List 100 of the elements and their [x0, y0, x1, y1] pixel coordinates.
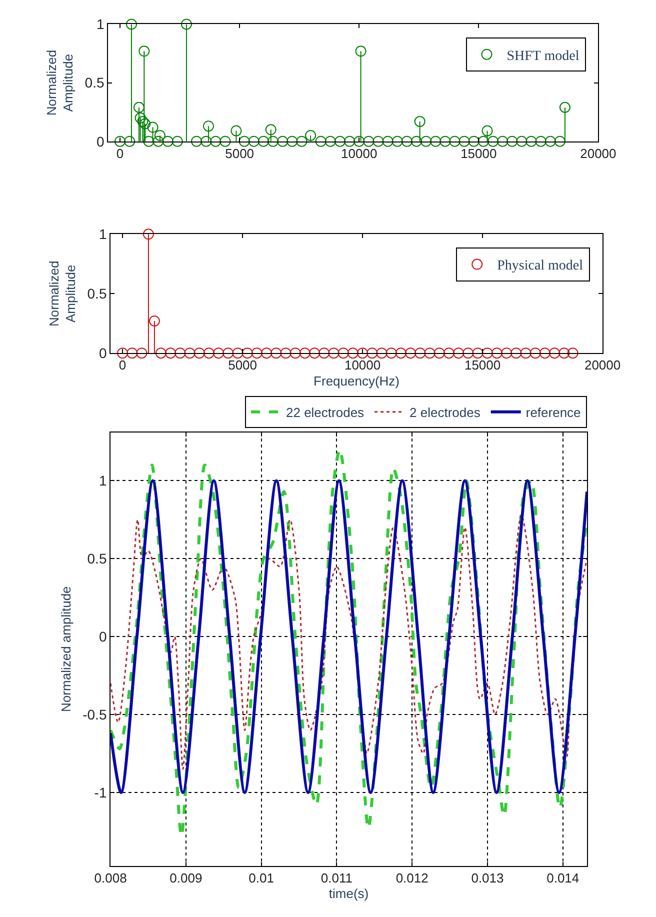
y-tick-label: -0.5: [82, 706, 107, 722]
point: [309, 348, 320, 359]
point: [424, 348, 436, 359]
y-tick-label: 0.5: [87, 550, 107, 567]
point: [238, 136, 250, 147]
point: [162, 136, 174, 147]
point: [526, 136, 537, 147]
point: [420, 136, 432, 147]
point: [152, 136, 164, 147]
point: [315, 136, 326, 147]
point: [200, 136, 212, 147]
point: [535, 136, 546, 147]
point: [230, 125, 242, 136]
point: [126, 18, 137, 30]
point: [392, 136, 403, 147]
point: [268, 136, 279, 147]
point: [194, 348, 205, 359]
point: [203, 348, 214, 359]
point: [530, 348, 541, 359]
point: [478, 136, 489, 147]
point: [482, 125, 493, 136]
point: [334, 136, 346, 147]
point: [324, 136, 336, 147]
point: [354, 136, 365, 147]
point: [305, 130, 316, 141]
point: [491, 348, 502, 359]
point: [497, 136, 508, 147]
point: [143, 136, 154, 147]
point: [558, 348, 570, 359]
point: [286, 136, 298, 147]
point: [468, 136, 480, 147]
point: [382, 136, 394, 147]
point: [386, 348, 397, 359]
point: [549, 348, 560, 359]
point: [318, 348, 330, 359]
y-tick-label: 0: [98, 344, 107, 361]
point: [299, 348, 310, 359]
point: [440, 136, 451, 147]
point: [510, 348, 522, 359]
point: [172, 136, 183, 147]
point: [506, 136, 518, 147]
point: [134, 102, 144, 113]
point: [210, 136, 222, 147]
point: [355, 46, 366, 57]
point: [372, 136, 384, 147]
line-series: [110, 479, 587, 794]
point: [430, 136, 442, 147]
legend-label: Physical model: [497, 258, 584, 274]
point: [142, 228, 154, 240]
point: [401, 136, 412, 147]
point: [539, 348, 550, 359]
point: [501, 348, 512, 359]
x-tick-label: 15000: [464, 358, 501, 373]
x-tick-label: 10000: [344, 358, 381, 373]
point: [363, 136, 374, 147]
point: [462, 348, 474, 359]
x-tick-label: 0: [118, 358, 126, 373]
point: [357, 348, 368, 359]
x-tick-label: 0.009: [170, 870, 202, 886]
x-tick-label: 0.012: [396, 870, 428, 886]
y-axis-title: Normalized amplitude: [58, 586, 74, 712]
x-tick-label: 0.008: [94, 870, 127, 886]
point: [414, 348, 426, 359]
point: [191, 136, 202, 147]
x-tick-label: 0.013: [471, 870, 504, 886]
point: [147, 122, 158, 133]
point: [220, 136, 231, 147]
y-tick-label: 0: [96, 133, 104, 150]
line-series: [110, 514, 587, 770]
y-tick-label: 0: [98, 628, 107, 644]
point: [482, 348, 493, 359]
y-tick-label: -1: [94, 784, 107, 800]
point: [344, 136, 356, 147]
legend-label: 22 electrodes: [286, 404, 365, 420]
point: [338, 348, 349, 359]
y-tick-label: 1: [96, 16, 104, 32]
point: [277, 136, 288, 147]
x-tick-label: 0: [116, 146, 124, 161]
point: [453, 348, 464, 359]
legend-label: 2 electrodes: [410, 404, 481, 420]
y-axis-title: Normalized Amplitude: [46, 260, 78, 326]
x-tick-label: 15000: [460, 146, 497, 161]
point: [559, 102, 570, 113]
point: [434, 348, 445, 359]
point: [124, 136, 136, 147]
point: [154, 130, 166, 141]
legend-label: reference: [526, 404, 581, 420]
point: [488, 136, 498, 147]
point: [376, 348, 388, 359]
y-tick-label: 0.5: [84, 74, 104, 91]
x-axis-title: Frequency(Hz): [314, 373, 400, 388]
y-axis-title: Normalized Amplitude: [44, 50, 76, 116]
x-tick-label: 0.014: [546, 870, 580, 886]
point: [280, 348, 292, 359]
point: [472, 348, 484, 359]
point: [114, 136, 126, 147]
point: [265, 124, 276, 136]
y-tick-label: 1: [98, 226, 107, 242]
point: [414, 116, 426, 127]
legend-label: SHFT model: [506, 48, 580, 64]
